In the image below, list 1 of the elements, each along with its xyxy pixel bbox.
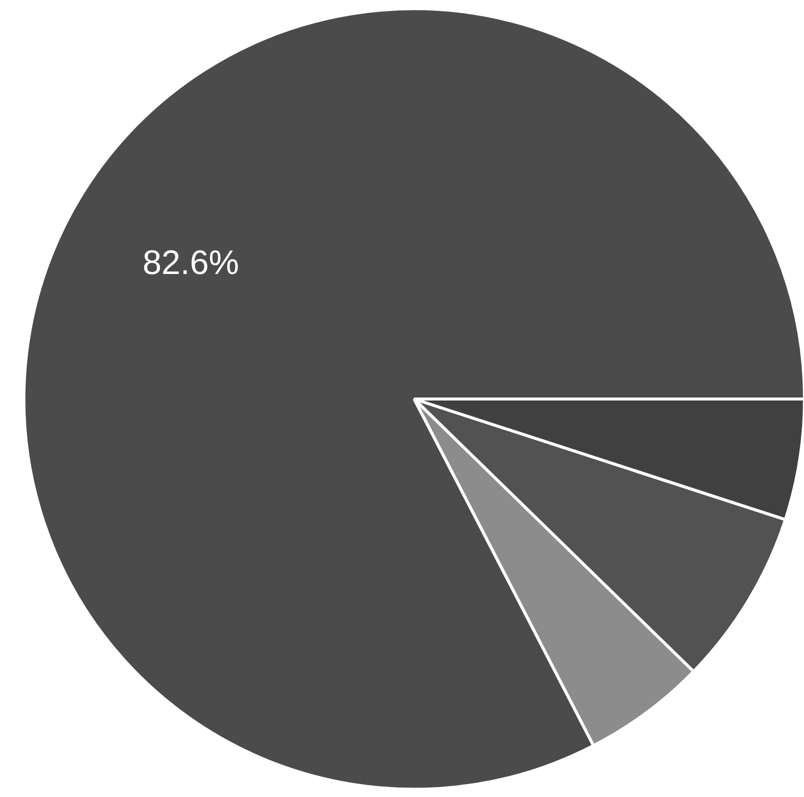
data-label: 82.6% bbox=[142, 244, 240, 282]
